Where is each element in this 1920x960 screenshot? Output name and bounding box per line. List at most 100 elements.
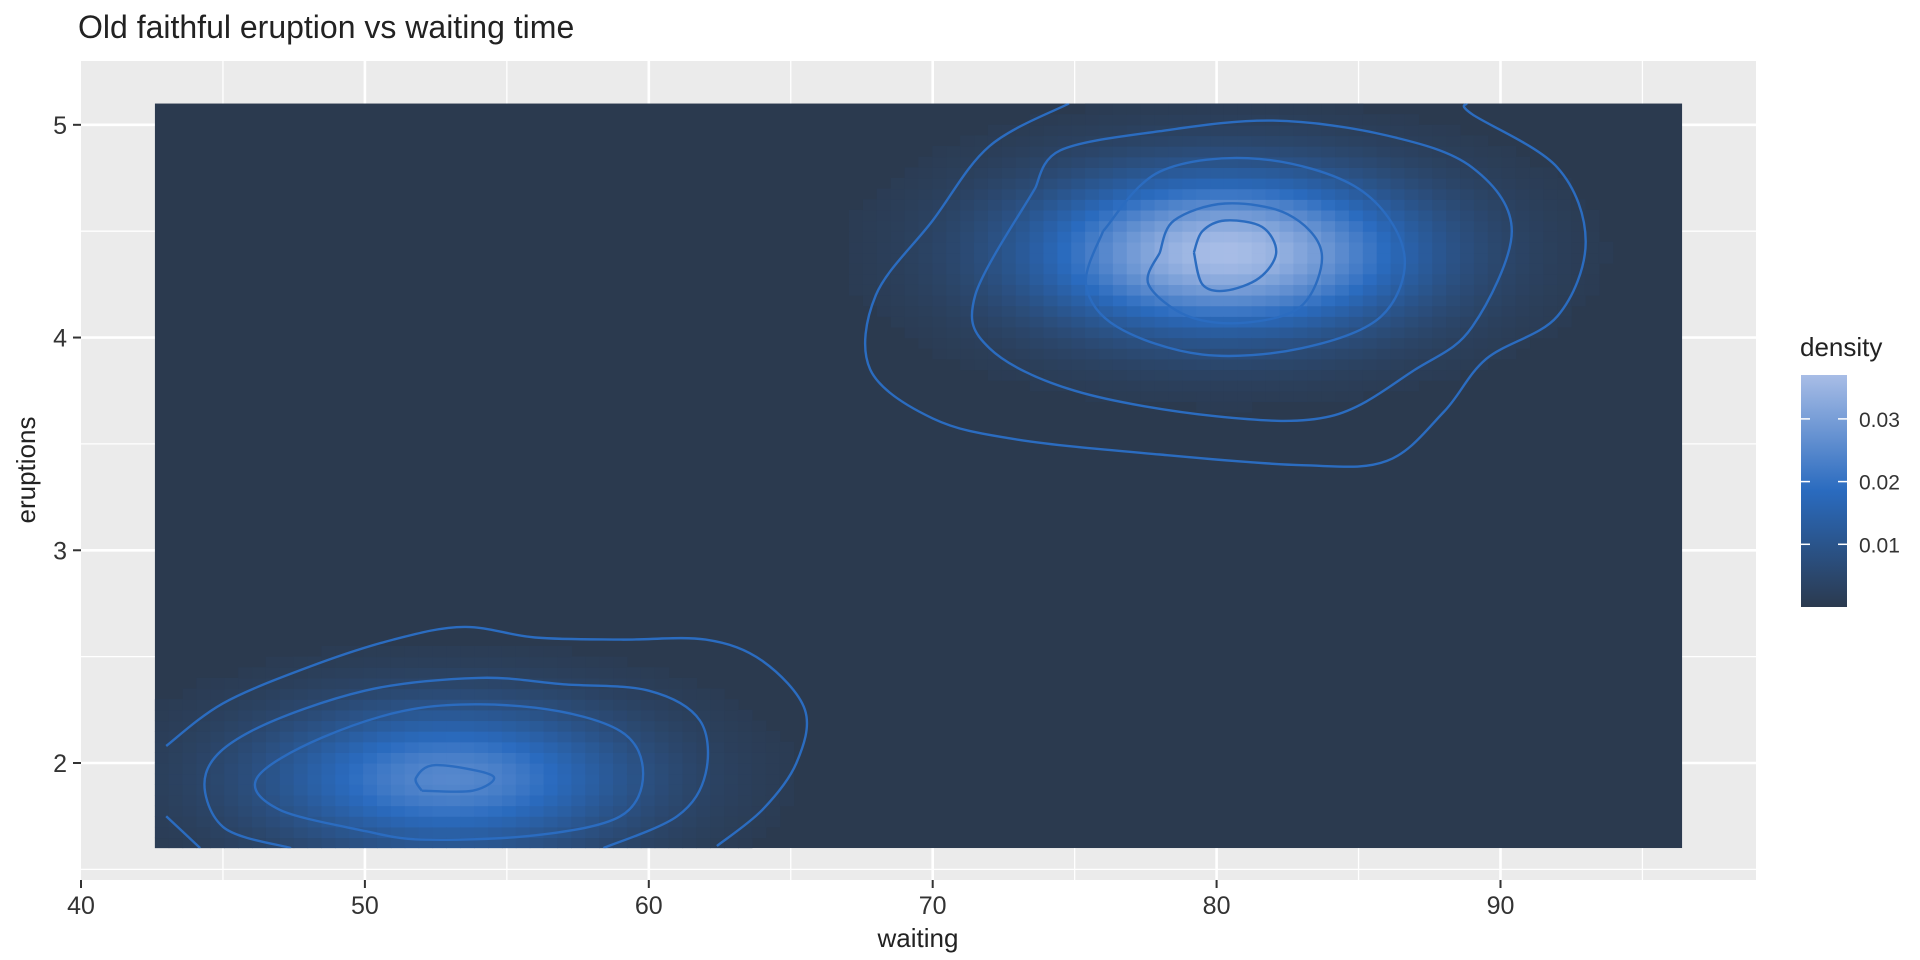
heatmap-cell [1112, 380, 1128, 392]
heatmap-cell [196, 837, 211, 849]
heatmap-cell [724, 794, 739, 807]
heatmap-cell [460, 677, 475, 690]
heatmap-cell [349, 784, 364, 796]
heatmap-cell [404, 709, 420, 722]
heatmap-cell [1043, 369, 1058, 381]
heatmap-cell [501, 805, 517, 817]
heatmap-cell [1307, 135, 1322, 147]
heatmap-cell [418, 794, 434, 807]
heatmap-cell [224, 784, 239, 796]
heatmap-cell [890, 199, 906, 211]
heatmap-cell [1071, 199, 1086, 211]
heatmap-cell [1210, 369, 1225, 381]
heatmap-cell [154, 752, 170, 764]
heatmap-cell [515, 677, 531, 690]
heatmap-cell [1126, 273, 1142, 285]
heatmap-cell [335, 794, 350, 807]
heatmap-cell [224, 741, 239, 753]
heatmap-cell [252, 688, 267, 700]
heatmap-cell [1543, 209, 1558, 222]
heatmap-cell [1348, 124, 1364, 137]
heatmap-cell [1112, 114, 1128, 126]
heatmap-cell [1015, 305, 1031, 317]
heatmap-cell [876, 252, 892, 264]
heatmap-cell [1571, 241, 1586, 254]
heatmap-cell [1251, 295, 1267, 307]
heatmap-cell [571, 688, 586, 700]
heatmap-cell [1529, 263, 1544, 275]
heatmap-cell [1501, 146, 1517, 158]
heatmap-cell [1099, 241, 1114, 254]
heatmap-cell [1154, 337, 1170, 349]
heatmap-cell [960, 305, 975, 317]
heatmap-cell [529, 741, 545, 753]
heatmap-cell [682, 720, 697, 732]
heatmap-cell [321, 773, 336, 785]
heatmap-cell [224, 709, 239, 722]
heatmap-cell [876, 231, 892, 243]
heatmap-cell [210, 720, 225, 732]
heatmap-cell [1473, 135, 1489, 147]
heatmap-cell [668, 720, 684, 732]
heatmap-cell [335, 688, 350, 700]
heatmap-cell [960, 231, 975, 243]
heatmap-cell [1015, 326, 1031, 339]
heatmap-cell [1112, 167, 1128, 179]
heatmap-cell [349, 752, 364, 764]
heatmap-cell [1182, 273, 1197, 285]
heatmap-cell [515, 752, 531, 764]
heatmap-cell [1446, 358, 1461, 371]
heatmap-cell [321, 741, 336, 753]
heatmap-cell [751, 720, 767, 732]
heatmap-cell [1085, 156, 1100, 168]
heatmap-cell [1335, 305, 1350, 317]
heatmap-cell [1446, 146, 1461, 158]
heatmap-cell [182, 763, 198, 775]
heatmap-cell [918, 156, 933, 168]
heatmap-cell [1418, 220, 1433, 232]
heatmap-cell [363, 667, 378, 679]
heatmap-cell [432, 837, 448, 849]
heatmap-cell [1390, 209, 1406, 222]
heatmap-cell [279, 688, 295, 700]
heatmap-cell [238, 677, 253, 690]
heatmap-cell [1154, 326, 1170, 339]
legend-tick-label: 0.03 [1859, 409, 1900, 432]
heatmap-cell [1348, 103, 1364, 115]
heatmap-cell [1126, 209, 1142, 222]
heatmap-cell [543, 731, 559, 743]
heatmap-cell [1543, 284, 1558, 296]
heatmap-cell [1529, 273, 1544, 285]
heatmap-cell [1057, 337, 1072, 349]
heatmap-cell [1390, 114, 1406, 126]
heatmap-cell [529, 731, 545, 743]
heatmap-cell [585, 667, 600, 679]
heatmap-cell [1362, 199, 1378, 211]
heatmap-cell [571, 752, 586, 764]
heatmap-cell [1112, 199, 1128, 211]
heatmap-cell [1196, 135, 1211, 147]
heatmap-cell [474, 656, 489, 668]
heatmap-cell [710, 826, 725, 839]
heatmap-cell [1196, 146, 1211, 158]
heatmap-cell [515, 773, 531, 785]
heatmap-cell [238, 784, 253, 796]
heatmap-cell [279, 816, 295, 828]
heatmap-cell [349, 794, 364, 807]
heatmap-cell [626, 773, 642, 785]
heatmap-cell [599, 656, 614, 668]
heatmap-cell [737, 752, 753, 764]
heatmap-cell [265, 688, 281, 700]
heatmap-cell [1321, 220, 1336, 232]
heatmap-cell [1154, 114, 1170, 126]
heatmap-cell [987, 263, 1003, 275]
heatmap-cell [488, 805, 503, 817]
heatmap-cell [1279, 305, 1295, 317]
heatmap-cell [529, 805, 545, 817]
heatmap-cell [1043, 135, 1058, 147]
heatmap-cell [1529, 220, 1544, 232]
heatmap-cell [904, 209, 920, 222]
heatmap-cell [1348, 199, 1364, 211]
heatmap-cell [960, 284, 975, 296]
heatmap-cell [418, 752, 434, 764]
